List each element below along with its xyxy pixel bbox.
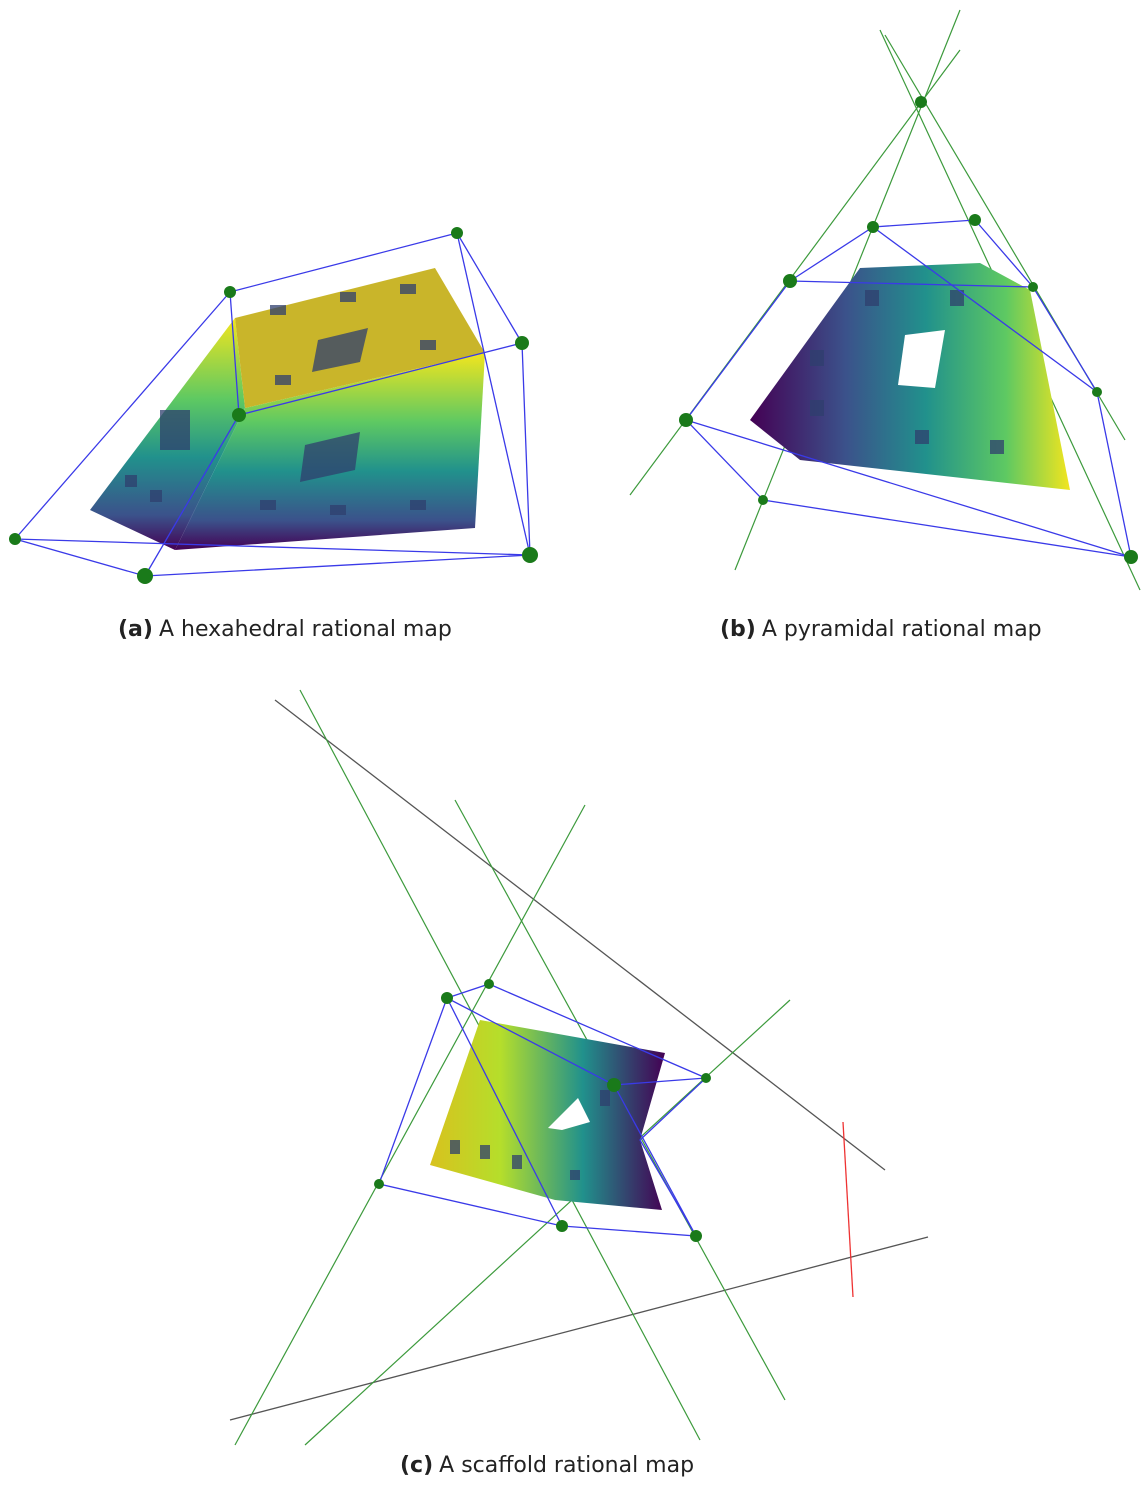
holes bbox=[810, 290, 1004, 454]
hole bbox=[548, 1098, 590, 1130]
control-net bbox=[14, 538, 531, 556]
panel-a bbox=[9, 227, 538, 584]
panel-b bbox=[629, 9, 1141, 591]
holes bbox=[125, 284, 436, 515]
surface bbox=[430, 1020, 665, 1210]
hole bbox=[898, 330, 945, 388]
caption: (a) A hexahedral rational map bbox=[118, 617, 452, 642]
control-points bbox=[9, 227, 538, 584]
caption: (b) A pyramidal rational map bbox=[720, 617, 1042, 642]
control-net bbox=[789, 280, 1034, 288]
axis-line bbox=[229, 1236, 929, 1421]
control-net bbox=[872, 226, 1098, 393]
caption-text: A hexahedral rational map bbox=[158, 617, 452, 642]
control-net bbox=[613, 1084, 697, 1237]
caption-text: A pyramidal rational map bbox=[761, 617, 1042, 642]
control-net bbox=[685, 419, 1132, 558]
holes bbox=[450, 1090, 610, 1180]
control-points bbox=[679, 96, 1138, 564]
control-points bbox=[374, 979, 711, 1242]
caption-label: (b) bbox=[720, 617, 756, 642]
control-net bbox=[144, 414, 240, 577]
axis-line bbox=[274, 699, 886, 1171]
caption-label: (a) bbox=[118, 617, 153, 642]
panel-c bbox=[229, 689, 929, 1446]
caption-label: (c) bbox=[400, 1453, 434, 1478]
control-net bbox=[456, 232, 531, 556]
caption: (c) A scaffold rational map bbox=[400, 1453, 694, 1478]
axis-line bbox=[842, 1121, 854, 1298]
caption-text: A scaffold rational map bbox=[439, 1453, 695, 1478]
